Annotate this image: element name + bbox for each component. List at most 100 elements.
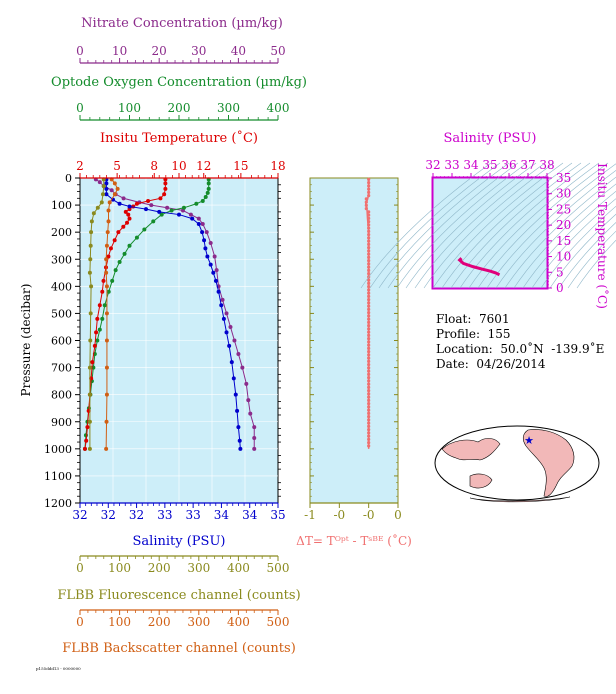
temperature-data-point: [84, 438, 89, 443]
fluorescence-axis-title: FLBB Fluorescence channel (counts): [57, 588, 300, 603]
temperature-data-point: [106, 254, 111, 259]
temperature-axis-tick-label: 10: [171, 159, 186, 173]
delta-data-point: [367, 304, 371, 308]
oxygen-axis-tick-label: 400: [267, 101, 290, 115]
delta-data-point: [367, 434, 371, 438]
salinity-data-point: [200, 230, 205, 235]
delta-data-point: [367, 311, 371, 315]
delta-axis-tick-label: 0: [394, 508, 402, 522]
fluorescence-axis-tick-label: 300: [187, 561, 210, 575]
nitrate-data-point: [220, 297, 225, 302]
salinity-axis: 32 32 32 33 33 34 34 35: [72, 502, 286, 522]
delta-data-point: [367, 411, 371, 415]
delta-data-point: [367, 301, 371, 305]
temperature-data-point: [127, 216, 132, 221]
ts-density-contour: [531, 198, 616, 289]
delta-data-point: [367, 291, 371, 295]
backscatter-axis-tick-label: 500: [267, 615, 290, 629]
salinity-data-point: [216, 289, 221, 294]
backscatter-data-point: [104, 311, 109, 316]
backscatter-axis-tick-label: 300: [187, 615, 210, 629]
ts-profile-curve: [457, 257, 501, 277]
delta-data-point: [367, 298, 371, 302]
delta-data-point: [367, 402, 371, 406]
backscatter-data-point: [104, 419, 109, 424]
temperature-data-point: [101, 278, 106, 283]
delta-data-point: [367, 233, 371, 237]
ts-density-contour: [477, 162, 609, 289]
delta-data-point: [367, 307, 371, 311]
main-plot-series: [82, 177, 257, 451]
ts-x-tick-label: 34: [463, 158, 479, 172]
salinity-data-point: [238, 446, 243, 451]
ts-x-tick-label: 33: [444, 158, 459, 172]
ts-y-tick-label: 35: [556, 171, 571, 185]
delta-data-point: [364, 203, 368, 207]
delta-data-point: [367, 398, 371, 402]
oxygen-axis-title: Optode Oxygen Concentration (µm/kg): [51, 75, 307, 90]
temperature-data-point: [97, 303, 102, 308]
delta-data-point: [367, 437, 371, 441]
salinity-data-point: [203, 246, 208, 251]
fluorescence-data-point: [87, 419, 92, 424]
temperature-axis-tick-label: 5: [113, 159, 121, 173]
delta-data-point: [367, 340, 371, 344]
temperature-axis-title: Insitu Temperature (˚C): [100, 130, 258, 146]
salinity-axis-tick-label: 35: [270, 508, 285, 522]
temperature-data-point: [163, 186, 168, 191]
temperature-axis-tick-label: 18: [270, 159, 285, 173]
fluorescence-axis-tick-label: 400: [227, 561, 250, 575]
pressure-tick-label: 1100: [44, 470, 72, 483]
delta-data-point: [367, 246, 371, 250]
ts-density-contour: [540, 205, 616, 289]
backscatter-axis-tick-label: 100: [108, 615, 131, 629]
ts-density-contour: [414, 162, 546, 289]
nitrate-data-point: [244, 381, 249, 386]
delta-data-point: [367, 210, 371, 214]
salinity-axis-tick-label: 32: [101, 508, 116, 522]
ts-density-contour: [459, 162, 591, 289]
salinity-data-point: [208, 262, 213, 267]
backscatter-data-point: [112, 192, 117, 197]
temperature-data-point: [125, 220, 130, 225]
delta-data-point: [367, 236, 371, 240]
nitrate-data-point: [97, 180, 102, 185]
delta-axis-tick-label: -1: [304, 508, 316, 522]
ts-salinity-title: Salinity (PSU): [444, 131, 537, 146]
delta-data-point: [367, 444, 371, 448]
salinity-data-point: [117, 201, 122, 206]
delta-data-point: [367, 281, 371, 285]
delta-data-point: [367, 187, 371, 191]
pressure-tick-label: 100: [51, 199, 72, 212]
pressure-tick-label: 1200: [44, 497, 72, 510]
fluorescence-data-point: [95, 205, 100, 210]
delta-data-point: [367, 324, 371, 328]
oxygen-data-point: [159, 212, 164, 217]
ts-y-tick-label: 25: [556, 202, 571, 216]
temperature-data-point: [162, 192, 167, 197]
fluorescence-data-point: [87, 365, 92, 370]
temperature-data-point: [90, 360, 95, 365]
delta-data-point: [367, 350, 371, 354]
delta-data-point: [367, 317, 371, 321]
delta-axis-tick-label: -0: [363, 508, 375, 522]
temperature-data-point: [123, 209, 128, 214]
delta-data-point: [367, 395, 371, 399]
nitrate-data-point: [109, 188, 114, 193]
delta-data-point: [364, 207, 368, 211]
ts-density-contour: [423, 162, 555, 289]
float-location-marker: ★: [524, 434, 534, 447]
oxygen-data-point: [151, 219, 156, 224]
salinity-axis-tick-label: 34: [242, 508, 258, 522]
backscatter-data-point: [104, 365, 109, 370]
delta-data-point: [367, 194, 371, 198]
ts-density-contour: [567, 230, 616, 289]
oxygen-data-point: [169, 208, 174, 213]
delta-data-point: [367, 405, 371, 409]
salinity-data-point: [211, 270, 216, 275]
float-location: Location: 50.0˚N -139.9˚E: [436, 342, 605, 356]
delta-data-point: [367, 428, 371, 432]
ts-y-tick-label: 10: [556, 250, 571, 264]
fluorescence-axis: 0 100 200 300 400 500: [76, 555, 289, 575]
